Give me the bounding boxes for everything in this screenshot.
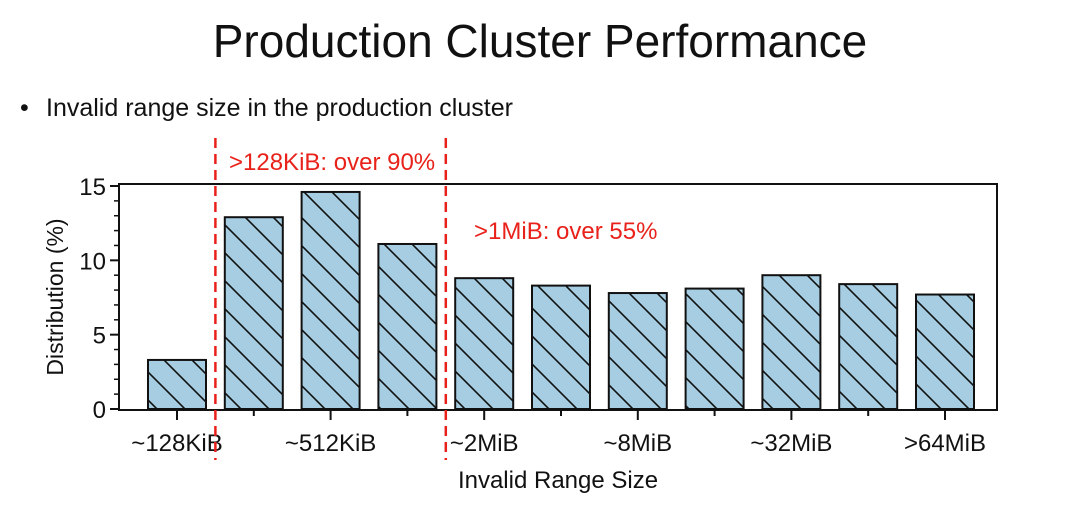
annotation-text: >1MiB: over 55%	[474, 218, 657, 245]
bar-hatch	[532, 285, 590, 409]
y-tick-label: 10	[79, 248, 106, 275]
plot-frame	[118, 183, 998, 411]
annotation-text: >128KiB: over 90%	[229, 149, 435, 176]
bar-hatch	[685, 288, 744, 409]
bar-hatch	[916, 294, 974, 409]
annotation-layer: >128KiB: over 90% >1MiB: over 55%	[214, 138, 657, 460]
bar-hatch	[378, 243, 437, 409]
x-tick-label: ~512KiB	[285, 430, 376, 457]
x-tick-label: ~8MiB	[603, 430, 672, 457]
x-tick-label: ~32MiB	[750, 430, 832, 457]
x-tick-label: ~2MiB	[450, 430, 519, 457]
bar-hatch	[224, 217, 283, 409]
bullet-point: • Invalid range size in the production cl…	[20, 94, 513, 123]
bars-layer	[147, 190, 975, 411]
x-tick-label: ~128KiB	[131, 430, 222, 457]
axes-layer: 0 5 10 15 ~128KiB ~512KiB ~2MiB ~8MiB ~32MiB >64M…	[79, 174, 986, 457]
y-axis-title: Distribution (%)	[42, 218, 68, 375]
y-tick-label: 15	[79, 174, 106, 201]
x-tick-label: >64MiB	[904, 430, 986, 457]
bullet-text: Invalid range size in the production clu…	[46, 94, 513, 122]
bar-hatch	[839, 284, 898, 409]
y-tick-label: 0	[93, 397, 106, 424]
bullet-dot: •	[20, 94, 29, 122]
bar-hatch	[608, 293, 667, 409]
y-tick-label: 5	[93, 323, 106, 350]
x-axis-title: Invalid Range Size	[458, 467, 658, 494]
bar-hatch	[148, 359, 206, 409]
bar-hatch	[762, 275, 821, 409]
bar-hatch	[301, 191, 360, 409]
slide-title: Production Cluster Performance	[212, 15, 868, 67]
bar-hatch	[455, 278, 514, 409]
